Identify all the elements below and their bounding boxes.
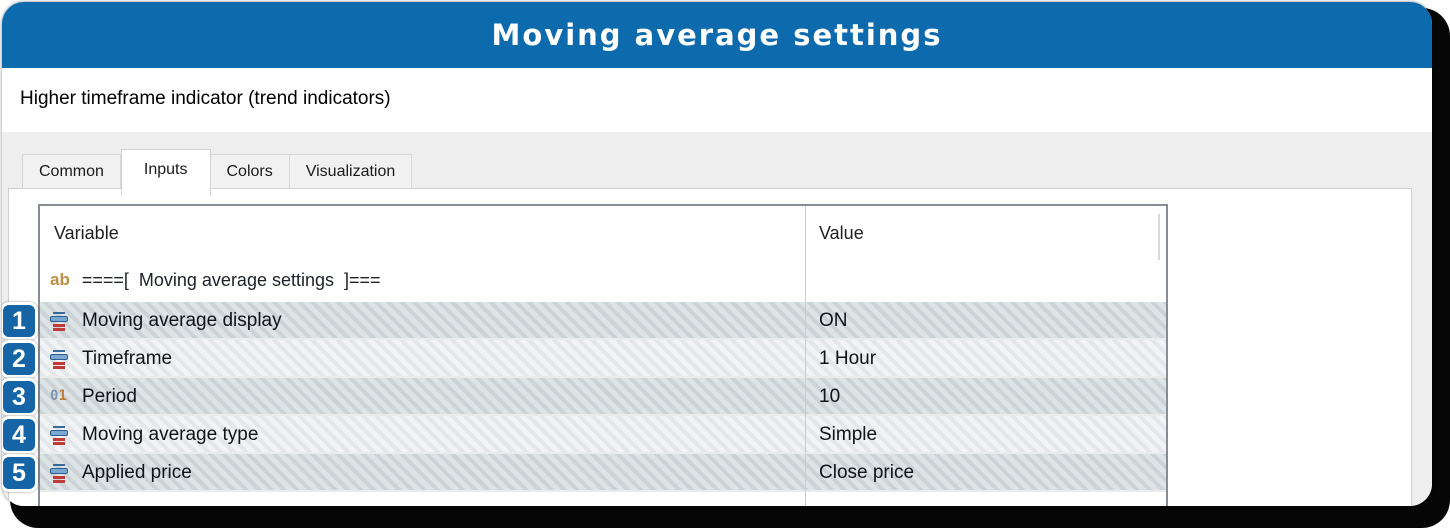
inputs-table: Variable Value ab ====[ Moving average s… (2, 204, 1168, 506)
column-header-value: Value (819, 223, 864, 243)
group-header-text: ====[ Moving average settings ]=== (81, 269, 381, 290)
scrollbar-track[interactable] (1158, 214, 1160, 260)
enum-bar (53, 442, 65, 445)
column-header-variable: Variable (54, 223, 119, 243)
variable-value[interactable]: 10 (819, 386, 841, 407)
table-row[interactable]: 5 Applied price Close price (2, 454, 1166, 492)
enum-bar (50, 354, 68, 360)
enum-type-icon (50, 464, 68, 483)
enum-bar (53, 426, 65, 428)
table-row[interactable]: 1 Moving average display ON (2, 302, 1166, 340)
variable-name: Period (82, 386, 137, 407)
variable-value[interactable]: Simple (819, 424, 878, 445)
callout-number-badge: 2 (2, 340, 38, 378)
settings-dialog: Moving average settings Higher timeframe… (2, 2, 1432, 506)
enum-bar (53, 438, 65, 441)
callout-number-badge: 5 (2, 454, 38, 492)
callout-number-badge: 4 (2, 416, 38, 454)
tab-inputs[interactable]: Inputs (120, 149, 211, 196)
enum-bar (53, 362, 65, 365)
enum-bar (53, 350, 65, 352)
table-row[interactable]: 4 Moving average type Simple (2, 416, 1166, 454)
table-rows: 1 Moving average display ON 2 Timeframe 1 Hou… (2, 302, 1166, 492)
column-divider (805, 206, 806, 506)
callout-number-badge: 3 (2, 378, 38, 416)
window-titlebar: Higher timeframe indicator (trend indica… (2, 68, 1432, 178)
tab-bar: Common Inputs Colors Visualization (22, 144, 413, 196)
enum-bar (53, 324, 65, 327)
integer-type-icon: 01 (50, 389, 68, 408)
enum-bar (53, 366, 65, 369)
enum-bar (50, 468, 68, 474)
tab-visualization[interactable]: Visualization (289, 154, 413, 189)
window-title: Higher timeframe indicator (trend indica… (20, 88, 391, 109)
enum-bar (53, 464, 65, 466)
enum-bar (50, 316, 68, 322)
group-header-row[interactable]: ab ====[ Moving average settings ]=== (40, 258, 1166, 302)
enum-bar (50, 430, 68, 436)
table-header-row: Variable Value (40, 206, 1166, 258)
variable-value[interactable]: 1 Hour (819, 348, 877, 369)
variable-name: Moving average display (82, 310, 282, 331)
variable-name: Timeframe (82, 348, 173, 369)
variable-name: Applied price (82, 462, 192, 483)
variable-value[interactable]: Close price (819, 462, 915, 483)
string-type-icon: ab (50, 270, 70, 289)
tab-common[interactable]: Common (22, 154, 121, 189)
banner: Moving average settings (2, 2, 1432, 68)
enum-bar (53, 328, 65, 331)
integer-glyph-zero: 0 (50, 388, 59, 404)
enum-bar (53, 476, 65, 479)
variable-name: Moving average type (82, 424, 259, 445)
table-row[interactable]: 3 01 Period 10 (2, 378, 1166, 416)
enum-bar (53, 312, 65, 314)
banner-title: Moving average settings (491, 18, 943, 52)
variable-value[interactable]: ON (819, 310, 848, 331)
callout-number-badge: 1 (2, 302, 38, 340)
table-row[interactable]: 2 Timeframe 1 Hour (2, 340, 1166, 378)
enum-type-icon (50, 426, 68, 445)
enum-type-icon (50, 350, 68, 369)
integer-glyph-one: 1 (58, 388, 67, 404)
enum-bar (53, 480, 65, 483)
tab-colors[interactable]: Colors (210, 154, 290, 189)
enum-type-icon (50, 312, 68, 331)
